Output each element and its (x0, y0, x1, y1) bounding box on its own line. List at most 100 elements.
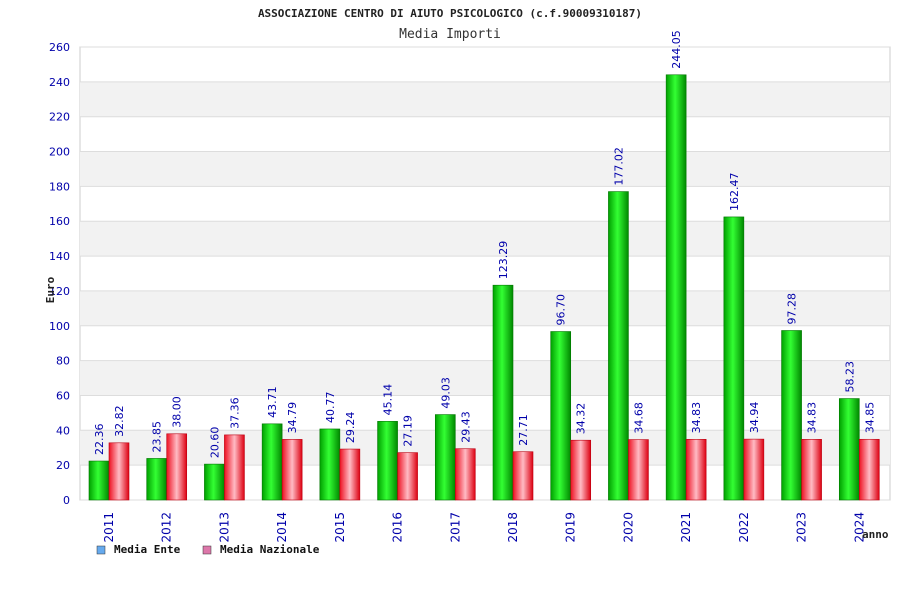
legend-label-media-nazionale: Media Nazionale (220, 543, 320, 556)
data-label: 34.85 (863, 402, 876, 434)
bar-media-ente-2013 (204, 463, 225, 501)
y-tick-label: 200 (49, 146, 70, 159)
bar-media-ente-2023 (781, 330, 802, 501)
data-label: 34.79 (286, 402, 299, 434)
bar-media-ente-2018 (492, 284, 514, 501)
chart-subtitle: Media Importi (399, 27, 501, 42)
data-labels: 22.36 32.82 23.85 38.00 20.60 37.36 43.71 34.79… (93, 30, 876, 458)
data-label: 27.71 (517, 414, 530, 446)
data-label: 29.24 (344, 412, 357, 444)
grid-band (80, 151, 890, 187)
plot-area (79, 46, 891, 501)
grid-band (80, 430, 890, 466)
bar-media-ente-2014 (261, 423, 283, 501)
grid-band (80, 81, 890, 117)
data-label: 27.19 (402, 415, 415, 447)
y-tick-label: 220 (49, 111, 70, 124)
x-tick-label: 2016 (391, 512, 405, 543)
x-tick-label: 2014 (275, 512, 289, 543)
bar-media-ente-2020 (608, 191, 629, 501)
data-label: 29.43 (459, 411, 472, 443)
bar-media-ente-2022 (723, 216, 745, 501)
bar-media-ente-2024 (838, 398, 860, 501)
x-tick-label: 2019 (564, 512, 578, 543)
x-tick-label: 2022 (737, 512, 751, 543)
bar-media-nazionale-2021 (685, 439, 707, 501)
grid-band (80, 221, 890, 257)
y-axis: 0 20 40 60 80 100 120 140 160 180 200 220 240 260 (49, 41, 70, 507)
x-tick-label: 2017 (448, 512, 462, 543)
y-tick-label: 0 (63, 494, 70, 507)
bar-media-nazionale-2016 (397, 452, 418, 501)
y-tick-label: 100 (49, 320, 70, 333)
y-tick-label: 160 (49, 215, 70, 228)
bar-media-nazionale-2018 (512, 451, 534, 501)
grid-band (80, 290, 890, 326)
data-label: 96.70 (555, 294, 568, 326)
x-tick-label: 2013 (217, 512, 231, 543)
data-label: 58.23 (843, 361, 856, 393)
data-label: 34.32 (575, 403, 588, 435)
y-tick-label: 240 (49, 76, 70, 89)
x-tick-label: 2018 (506, 512, 520, 543)
data-label: 34.94 (748, 402, 761, 434)
data-label: 49.03 (439, 377, 452, 409)
x-tick-label: 2011 (102, 512, 116, 543)
bar-media-ente-2017 (434, 414, 456, 501)
data-label: 23.85 (151, 421, 164, 453)
bar-media-nazionale-2020 (628, 439, 649, 501)
legend: Media Ente Media Nazionale (96, 543, 320, 556)
x-tick-label: 2020 (621, 512, 635, 543)
legend-swatch-media-nazionale (202, 545, 212, 555)
y-tick-label: 60 (56, 389, 70, 402)
bar-media-ente-2015 (319, 428, 341, 501)
y-tick-label: 20 (56, 459, 70, 472)
data-label: 34.68 (632, 402, 645, 434)
bar-media-nazionale-2024 (858, 438, 880, 501)
chart-title: ASSOCIAZIONE CENTRO DI AIUTO PSICOLOGICO… (258, 7, 642, 20)
y-tick-label: 260 (49, 41, 70, 54)
data-label: 123.29 (497, 241, 510, 280)
grid (79, 46, 891, 501)
data-label: 20.60 (208, 427, 221, 459)
y-tick-label: 140 (49, 250, 70, 263)
y-axis-label: Euro (44, 276, 57, 303)
data-label: 38.00 (171, 396, 184, 428)
bar-media-ente-2012 (146, 458, 168, 501)
data-label: 40.77 (324, 391, 337, 423)
data-label: 43.71 (266, 386, 279, 418)
x-tick-label: 2012 (160, 512, 174, 543)
bar-media-ente-2016 (377, 421, 398, 501)
data-label: 244.05 (670, 30, 683, 69)
data-label: 162.47 (728, 172, 741, 211)
grid-band (80, 360, 890, 396)
legend-swatch-media-ente (96, 545, 106, 555)
bar-media-nazionale-2012 (166, 433, 188, 501)
x-axis-label: anno (862, 528, 889, 541)
bar-media-nazionale-2023 (801, 439, 822, 501)
data-label: 22.36 (93, 424, 106, 456)
bar-media-ente-2019 (550, 331, 572, 501)
bars (88, 74, 880, 501)
bar-media-nazionale-2019 (570, 439, 592, 501)
data-label: 177.02 (612, 147, 625, 186)
bar-media-ente-2011 (88, 460, 110, 501)
y-tick-label: 120 (49, 285, 70, 298)
data-label: 34.83 (806, 402, 819, 434)
data-label: 37.36 (228, 397, 241, 429)
bar-media-ente-2021 (665, 74, 687, 501)
x-tick-label: 2023 (795, 512, 809, 543)
y-tick-label: 180 (49, 180, 70, 193)
data-label: 45.14 (382, 384, 395, 416)
bar-media-nazionale-2015 (339, 448, 361, 501)
data-label: 97.28 (786, 293, 799, 325)
data-label: 34.83 (690, 402, 703, 434)
y-tick-label: 40 (56, 424, 70, 437)
x-tick-label: 2024 (852, 512, 866, 543)
y-tick-label: 80 (56, 355, 70, 368)
bar-media-nazionale-2014 (281, 439, 303, 501)
legend-label-media-ente: Media Ente (114, 543, 181, 556)
x-tick-label: 2015 (333, 512, 347, 543)
bar-media-nazionale-2011 (108, 442, 130, 501)
data-label: 32.82 (113, 405, 126, 437)
